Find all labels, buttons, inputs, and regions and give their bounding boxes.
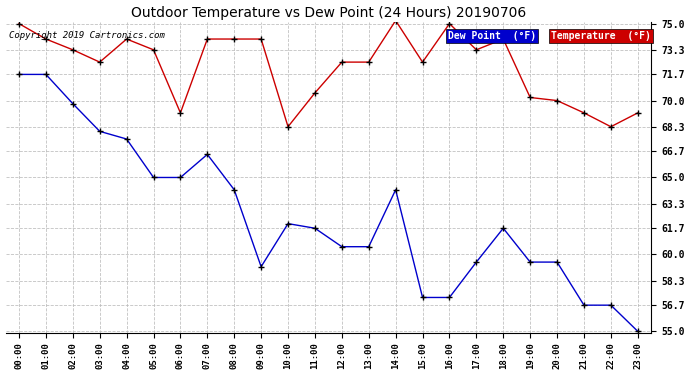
- Text: Copyright 2019 Cartronics.com: Copyright 2019 Cartronics.com: [9, 32, 165, 40]
- Text: Temperature  (°F): Temperature (°F): [551, 32, 651, 41]
- Title: Outdoor Temperature vs Dew Point (24 Hours) 20190706: Outdoor Temperature vs Dew Point (24 Hou…: [131, 6, 526, 20]
- Text: Dew Point  (°F): Dew Point (°F): [448, 32, 536, 42]
